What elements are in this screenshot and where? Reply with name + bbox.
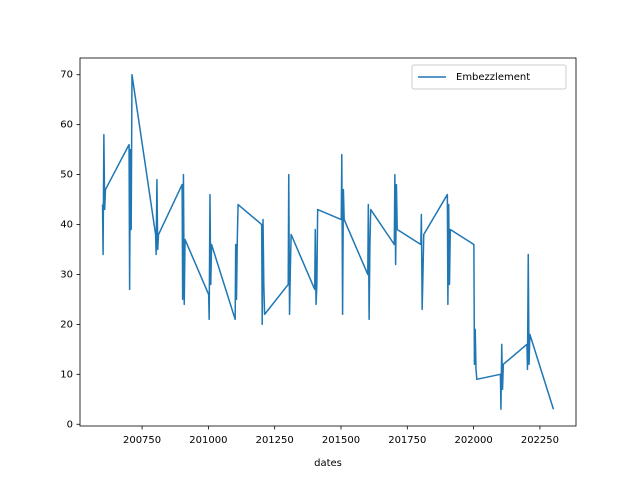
series-line (101, 73, 555, 411)
x-tick-label: 202250 (521, 435, 559, 446)
x-tick-label: 201750 (388, 435, 426, 446)
y-tick-label: 70 (60, 70, 73, 81)
y-tick-label: 30 (60, 269, 73, 280)
legend-box (411, 64, 567, 90)
y-tick-label: 10 (60, 369, 73, 380)
y-tick-label: 50 (60, 170, 73, 181)
y-tick-label: 0 (67, 419, 73, 430)
y-tick-label: 40 (60, 220, 73, 231)
x-axis-label: dates (314, 458, 342, 469)
x-tick-label: 202000 (455, 435, 493, 446)
legend-label: Embezzlement (456, 72, 530, 83)
x-tick-label: 200750 (123, 435, 161, 446)
plot-frame (79, 57, 577, 427)
y-tick-label: 60 (60, 120, 73, 131)
y-tick-label: 20 (60, 319, 73, 330)
x-tick-label: 201000 (189, 435, 227, 446)
x-tick-label: 201250 (256, 435, 294, 446)
x-tick-label: 201500 (322, 435, 360, 446)
